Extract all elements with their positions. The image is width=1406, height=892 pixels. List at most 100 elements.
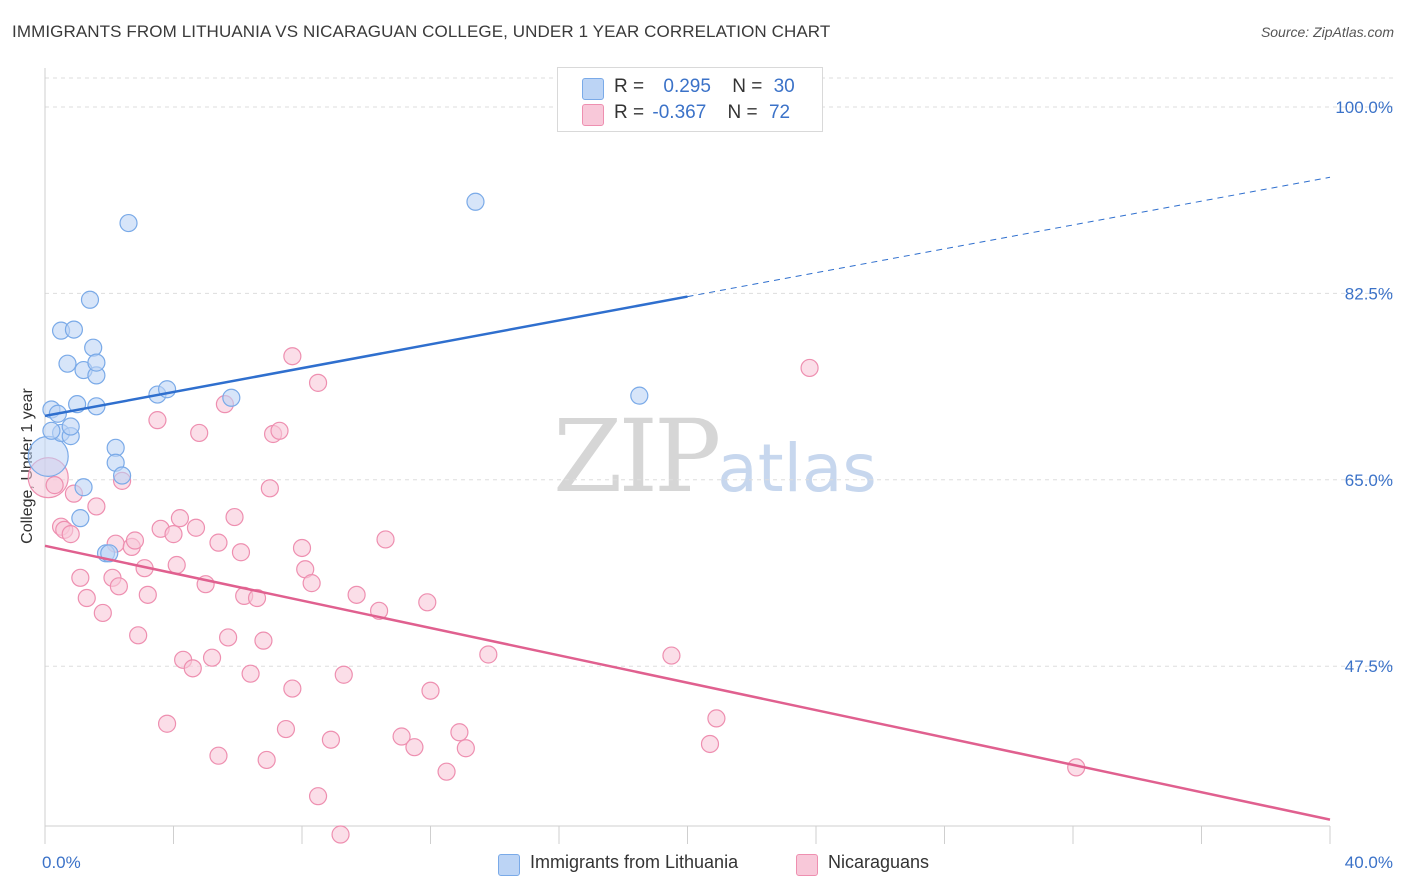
y-tick-label: 82.5% — [1345, 284, 1393, 303]
point-nicaraguans — [125, 531, 145, 550]
point-nicaraguans — [170, 509, 190, 528]
point-nicaraguans — [308, 373, 328, 392]
watermark: ZIPatlas — [553, 398, 877, 515]
point-lithuania — [71, 509, 90, 528]
legend-swatch-pink — [582, 104, 604, 126]
point-nicaraguans — [283, 679, 302, 698]
source-label: Source: ZipAtlas.com — [1260, 24, 1394, 40]
point-nicaraguans — [219, 628, 238, 647]
point-nicaraguans — [331, 825, 350, 844]
point-lithuania — [64, 320, 84, 339]
point-nicaraguans — [707, 709, 726, 728]
point-nicaraguans — [662, 646, 681, 665]
x-tick-label-max: 40.0% — [1344, 853, 1393, 872]
legend-n-value: 30 — [773, 76, 795, 97]
point-nicaraguans — [167, 555, 186, 575]
point-nicaraguans — [321, 730, 341, 749]
point-nicaraguans — [157, 714, 177, 733]
point-lithuania — [466, 192, 485, 211]
point-nicaraguans — [283, 347, 302, 366]
point-lithuania — [80, 290, 100, 309]
chart-title: IMMIGRANTS FROM LITHUANIA VS NICARAGUAN … — [12, 22, 831, 41]
point-nicaraguans — [334, 665, 353, 684]
y-tick-label: 65.0% — [1345, 471, 1393, 490]
point-lithuania — [112, 466, 132, 485]
legend-swatch-blue — [498, 854, 520, 876]
point-nicaraguans — [61, 525, 80, 544]
point-nicaraguans — [405, 738, 424, 757]
point-nicaraguans — [247, 588, 267, 608]
legend-r-value: 0.295 — [663, 76, 711, 97]
point-nicaraguans — [71, 568, 90, 587]
point-lithuania — [27, 435, 69, 477]
point-lithuania — [87, 353, 106, 372]
point-nicaraguans — [392, 727, 411, 746]
grid-lines — [45, 77, 1393, 667]
trend-line-lithuania-extension — [687, 176, 1331, 298]
point-nicaraguans — [93, 603, 112, 623]
point-nicaraguans — [45, 476, 64, 495]
point-nicaraguans — [138, 585, 157, 604]
point-nicaraguans — [479, 645, 498, 664]
point-nicaraguans — [164, 525, 183, 544]
point-lithuania — [61, 417, 80, 436]
y-tick-labels: 100.0% 82.5% 65.0% 47.5% — [1335, 98, 1393, 676]
legend-swatch-pink — [796, 854, 818, 876]
point-nicaraguans — [202, 648, 222, 667]
trend-lines — [44, 176, 1331, 821]
point-nicaraguans — [302, 574, 321, 593]
watermark-zip: ZIP — [553, 398, 721, 515]
correlation-legend: R = 0.295 N = 30 R = -0.367 N = 72 — [557, 67, 823, 132]
legend-n-label: N = — [727, 102, 758, 123]
legend-swatch-blue — [582, 78, 604, 100]
point-nicaraguans — [186, 518, 206, 537]
point-nicaraguans — [437, 762, 456, 781]
point-nicaraguans — [148, 411, 167, 430]
legend-label: Nicaraguans — [828, 852, 930, 872]
point-lithuania — [74, 478, 93, 497]
y-tick-label: 100.0% — [1335, 98, 1393, 117]
legend-r-label: R = — [614, 76, 645, 97]
point-nicaraguans — [190, 423, 209, 443]
point-nicaraguans — [376, 530, 395, 549]
point-nicaraguans — [77, 588, 96, 608]
point-lithuania — [222, 388, 241, 407]
point-nicaraguans — [231, 543, 251, 562]
legend-r-label: R = — [614, 102, 645, 123]
point-nicaraguans — [421, 681, 440, 700]
point-nicaraguans — [129, 626, 148, 645]
point-nicaraguans — [450, 723, 469, 742]
point-nicaraguans — [257, 750, 276, 770]
point-nicaraguans — [209, 746, 228, 765]
x-tick-label-min: 0.0% — [42, 853, 81, 872]
point-nicaraguans — [87, 497, 106, 516]
trend-line-lithuania — [44, 295, 688, 418]
point-nicaraguans — [276, 719, 296, 739]
point-lithuania — [630, 386, 649, 405]
point-nicaraguans — [209, 533, 228, 552]
legend-n-label: N = — [732, 76, 763, 97]
point-nicaraguans — [292, 538, 312, 558]
point-lithuania — [84, 338, 103, 357]
point-nicaraguans — [456, 739, 475, 758]
point-nicaraguans — [800, 358, 819, 378]
point-nicaraguans — [308, 787, 328, 806]
data-points — [27, 192, 1086, 844]
point-nicaraguans — [183, 659, 202, 678]
legend-r-value: -0.367 — [652, 102, 707, 123]
point-nicaraguans — [418, 593, 437, 612]
point-nicaraguans — [241, 664, 260, 683]
point-lithuania — [42, 421, 61, 440]
point-lithuania — [119, 213, 138, 233]
point-nicaraguans — [260, 479, 279, 498]
y-tick-label: 47.5% — [1345, 657, 1393, 676]
point-nicaraguans — [109, 577, 128, 596]
point-nicaraguans — [347, 585, 366, 604]
point-nicaraguans — [270, 421, 289, 440]
point-nicaraguans — [225, 507, 244, 527]
watermark-atlas: atlas — [717, 430, 877, 507]
legend-n-value: 72 — [768, 102, 791, 123]
point-nicaraguans — [700, 734, 720, 754]
trend-line-nicaraguans — [44, 544, 1331, 821]
